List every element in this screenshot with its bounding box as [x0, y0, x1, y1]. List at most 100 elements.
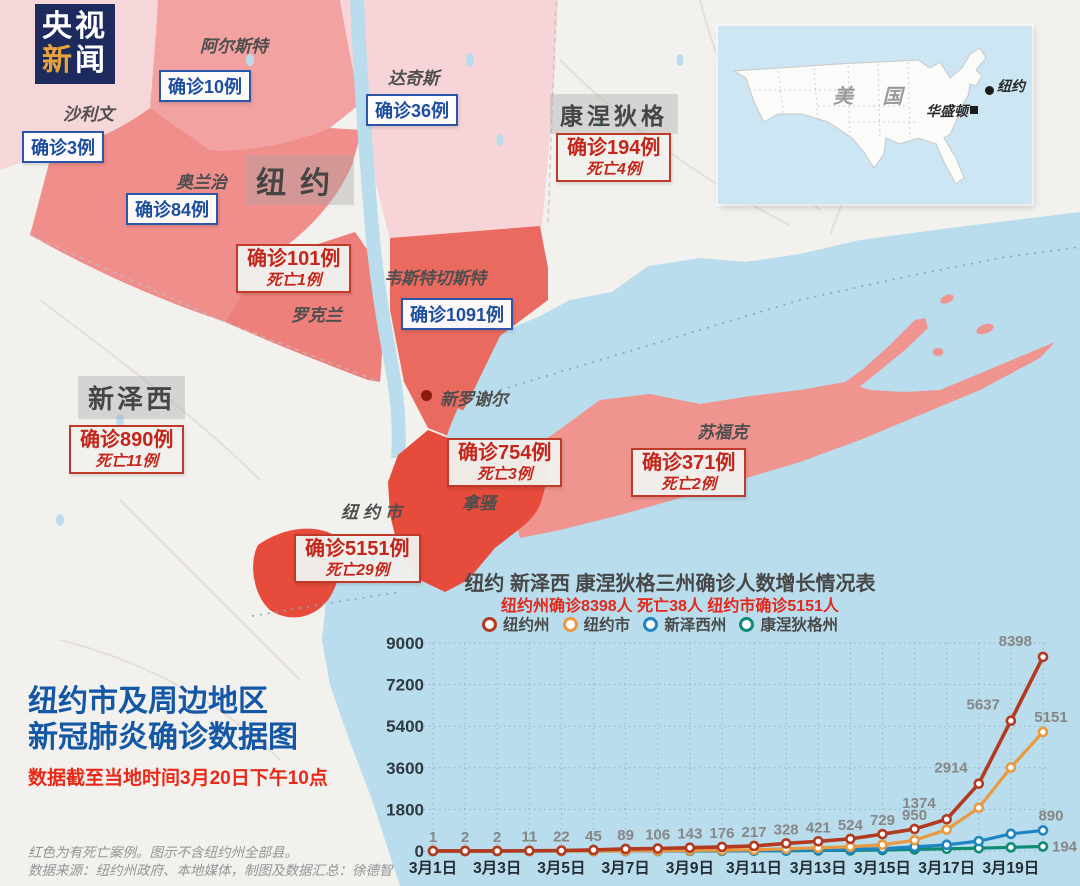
marker-纽约州 [684, 842, 696, 853]
point-label: 176 [709, 825, 734, 842]
end-label-康涅狄格州: 194 [1052, 839, 1078, 856]
x-tick-label: 3月13日 [790, 859, 847, 877]
region-westchester-shape [390, 226, 548, 436]
inset-new-york-dot [985, 86, 994, 95]
logo-row1: 央视 [42, 10, 108, 44]
y-tick-label: 0 [415, 842, 424, 861]
case-box-nassau: 确诊754例 死亡3例 [447, 438, 563, 487]
case-box-ulster: 确诊10例 [159, 70, 252, 102]
footnote-line2: 数据来源：纽约州政府、本地媒体，制图及数据汇总：徐德智 [28, 862, 393, 878]
point-label: 217 [742, 824, 767, 841]
x-tick-label: 3月11日 [726, 859, 782, 877]
marker-纽约州 [427, 845, 439, 857]
marker-纽约州 [491, 845, 503, 857]
legend-label: 康涅狄格州 [760, 617, 838, 634]
case-box-connecticut: 确诊194例 死亡4例 [556, 133, 672, 182]
legend-item-康涅狄格州: 康涅狄格州 [739, 613, 838, 635]
label-sullivan: 沙利文 [63, 105, 114, 124]
marker-新泽西州 [1005, 828, 1017, 840]
marker-纽约州 [459, 845, 471, 857]
point-label: 2 [493, 829, 501, 846]
marker-纽约州 [748, 840, 760, 852]
x-tick-label: 3月19日 [982, 859, 1039, 877]
us-landmass [732, 47, 987, 185]
case-box-suffolk: 确诊371例 死亡2例 [631, 448, 747, 497]
inset-new-york-label: 纽约 [997, 78, 1025, 94]
y-tick-label: 3600 [386, 759, 424, 778]
marker-纽约州 [973, 778, 985, 789]
point-label: 106 [645, 827, 670, 844]
label-orange: 奥兰治 [176, 173, 227, 192]
point-label: 1374 [902, 795, 936, 812]
label-state-new-york: 纽约 [246, 155, 354, 205]
label-state-new-jersey: 新泽西 [78, 376, 186, 419]
x-tick-label: 3月3日 [473, 859, 521, 877]
point-label: 729 [870, 812, 895, 829]
main-title-line2: 新冠肺炎确诊数据图 [28, 721, 298, 754]
legend-ring-icon [562, 616, 578, 632]
x-tick-label: 3月15日 [854, 859, 911, 877]
lakes [56, 53, 954, 526]
marker-纽约州 [941, 813, 952, 825]
case-box-nyc: 确诊5151例 死亡29例 [294, 534, 421, 583]
marker-新泽西州 [1037, 825, 1049, 836]
marker-纽约州 [780, 838, 792, 849]
legend-item-纽约州: 纽约州 [482, 613, 550, 635]
marker-纽约市 [909, 834, 920, 846]
label-nassau: 拿骚 [462, 494, 496, 513]
legend-label: 纽约州 [503, 617, 550, 634]
marker-纽约市 [1037, 726, 1049, 738]
chart-legend: 纽约州 纽约市 新泽西州 康涅狄格州 [482, 613, 838, 635]
legend-label: 新泽西州 [664, 617, 727, 634]
label-nyc: 纽约市 [341, 503, 407, 522]
data-cutoff-note: 数据截至当地时间3月20日下午10点 [28, 768, 328, 789]
point-label: 2 [461, 829, 469, 846]
logo-row2: 新闻 [42, 44, 108, 77]
legend-ring-icon [482, 616, 497, 632]
nj-ny-border [29, 234, 381, 383]
inset-washington-label: 华盛顿 [926, 103, 968, 119]
marker-纽约州 [1037, 651, 1049, 663]
ny-ct-border [547, 1, 557, 227]
point-label: 11 [521, 829, 537, 846]
marker-纽约市 [877, 839, 888, 851]
legend-ring-icon [643, 616, 659, 632]
x-tick-label: 3月17日 [918, 859, 975, 877]
point-label: 45 [585, 828, 602, 845]
region-ulster-shape [150, 0, 360, 151]
label-suffolk: 苏福克 [697, 423, 748, 442]
legend-label: 纽约市 [583, 617, 631, 634]
inset-country-label: 美 国 [833, 86, 915, 108]
end-label-纽约市: 5151 [1034, 709, 1067, 726]
point-label: 524 [838, 817, 864, 834]
case-box-sullivan: 确诊3例 [22, 131, 105, 163]
y-tick-label: 7200 [386, 676, 424, 695]
label-westchester: 韦斯特切斯特 [384, 269, 486, 288]
y-tick-label: 9000 [386, 634, 424, 653]
legend-item-纽约市: 纽约市 [562, 613, 631, 635]
chart-subtitle: 纽约州确诊8398人 死亡38人 纽约市确诊5151人 [501, 598, 839, 615]
x-tick-label: 3月1日 [409, 859, 457, 877]
point-label: 8398 [999, 633, 1032, 650]
inset-washington-marker [970, 106, 978, 114]
marker-纽约州 [588, 844, 599, 856]
marker-纽约州 [524, 845, 535, 857]
marker-纽约州 [1005, 715, 1017, 727]
main-title-line1: 纽约市及周边地区 [28, 685, 268, 718]
point-label: 5637 [967, 697, 1000, 714]
case-box-dutchess: 确诊36例 [366, 94, 459, 126]
hudson-river [350, 0, 406, 459]
marker-康涅狄格州 [1005, 842, 1017, 853]
chart-title: 纽约 新泽西 康涅狄格三州确诊人数增长情况表 [464, 573, 876, 595]
sea-atlantic-sound [322, 212, 1080, 886]
point-label: 950 [902, 807, 927, 824]
marker-纽约州 [812, 835, 824, 847]
y-tick-label: 5400 [386, 717, 424, 736]
us-inset-graphic [732, 47, 987, 185]
marker-纽约州 [556, 845, 567, 856]
new-rochelle-dot [421, 390, 432, 401]
label-dutchess: 达奇斯 [388, 69, 439, 88]
footnote: 红色为有死亡案例。图示不含纽约州全部县。 数据来源：纽约州政府、本地媒体，制图及… [28, 844, 393, 879]
marker-纽约市 [973, 802, 985, 814]
